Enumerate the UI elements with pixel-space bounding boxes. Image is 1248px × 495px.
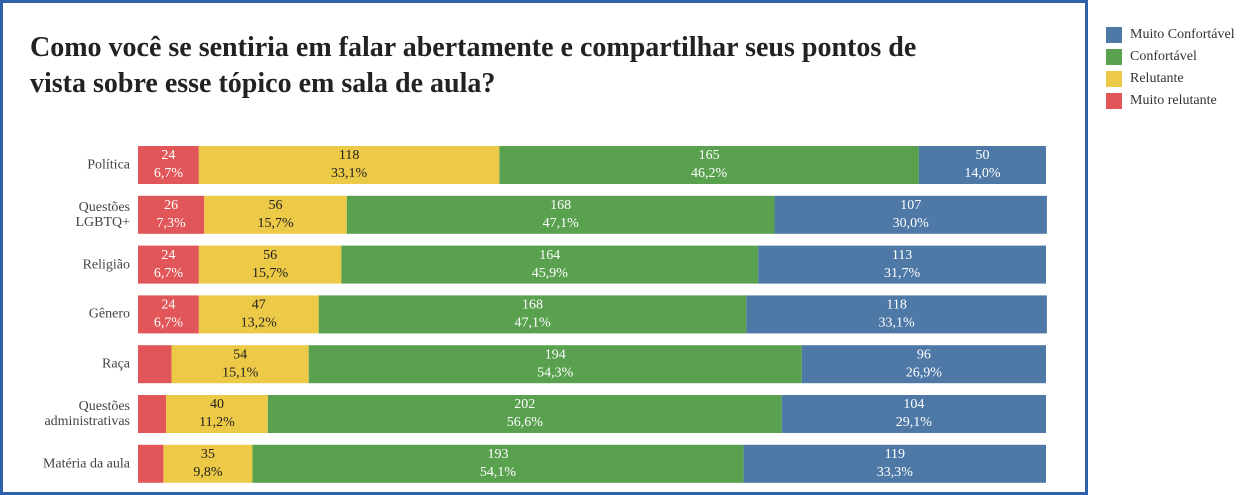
count-label: 56	[263, 248, 277, 263]
value-label: 6,7%	[154, 316, 184, 331]
count-label: 50	[975, 148, 989, 163]
count-label: 26	[164, 198, 178, 213]
bar-segment	[781, 395, 1046, 433]
bar-segment	[746, 295, 1047, 334]
value-label: 15,7%	[257, 216, 294, 231]
value-label: 33,1%	[331, 166, 368, 181]
y-tick-label: Raça	[102, 356, 130, 372]
count-label: 194	[545, 347, 566, 362]
bar-segment	[138, 295, 199, 334]
count-label: 165	[699, 148, 720, 163]
bar-segment	[138, 345, 172, 384]
value-label: 31,7%	[884, 266, 921, 281]
value-label: 15,1%	[222, 365, 259, 380]
count-label: 118	[339, 148, 359, 163]
chart-title: Como você se sentiria em falar abertamen…	[30, 32, 917, 99]
y-tick-label: Política	[87, 157, 130, 173]
legend-swatch	[1106, 71, 1122, 87]
value-label: 11,2%	[199, 415, 235, 430]
count-label: 168	[522, 298, 543, 313]
count-label: 24	[161, 248, 175, 263]
value-label: 6,7%	[154, 266, 184, 281]
value-label: 47,1%	[514, 316, 551, 331]
bar-segment	[204, 195, 347, 234]
y-tick-label: Questões administrativas	[44, 399, 130, 429]
count-label: 118	[886, 298, 906, 313]
bar-segment	[341, 245, 759, 284]
y-tick-label: Matéria da aula	[42, 456, 130, 472]
legend-label: Relutante	[1130, 71, 1184, 86]
count-label: 96	[917, 347, 931, 362]
value-label: 15,7%	[252, 266, 289, 281]
count-label: 107	[900, 198, 921, 213]
legend-swatch	[1106, 49, 1122, 65]
bar-segment	[166, 395, 268, 433]
bar-segment	[198, 245, 342, 284]
y-tick-label: Gênero	[88, 306, 130, 322]
bar-segment	[138, 444, 164, 483]
y-tick-label: Religião	[82, 257, 130, 273]
bar-segment	[138, 245, 199, 284]
bar-segment	[743, 444, 1046, 483]
bar-segment	[198, 146, 500, 184]
count-label: 113	[892, 248, 912, 263]
bar-segment	[198, 295, 319, 334]
value-label: 54,1%	[480, 465, 517, 480]
count-label: 202	[514, 397, 535, 412]
count-label: 54	[233, 347, 247, 362]
bar-segment	[918, 146, 1046, 184]
value-label: 54,3%	[537, 365, 574, 380]
legend-label: Muito Confortável	[1130, 27, 1235, 42]
count-label: 168	[550, 198, 571, 213]
bar-segment	[774, 195, 1047, 234]
bar-segment	[267, 395, 782, 433]
count-label: 47	[252, 298, 266, 313]
value-label: 30,0%	[893, 216, 930, 231]
legend-swatch	[1106, 27, 1122, 43]
value-label: 33,1%	[879, 316, 916, 331]
bar-segment	[499, 146, 919, 184]
count-label: 40	[210, 397, 224, 412]
bar-segment	[346, 195, 775, 234]
bar-segment	[308, 345, 802, 384]
count-label: 119	[885, 447, 905, 462]
count-label: 56	[269, 198, 283, 213]
bar-segment	[318, 295, 747, 334]
count-label: 164	[539, 248, 560, 263]
count-label: 24	[161, 298, 175, 313]
count-label: 35	[201, 447, 215, 462]
value-label: 9,8%	[193, 465, 223, 480]
value-label: 6,7%	[154, 166, 184, 181]
legend-label: Confortável	[1130, 49, 1197, 64]
bar-segment	[138, 195, 205, 234]
bar-segment	[138, 146, 199, 184]
value-label: 33,3%	[877, 465, 914, 480]
legend-label: Muito relutante	[1130, 93, 1217, 108]
value-label: 56,6%	[507, 415, 544, 430]
bar-segment	[171, 345, 309, 384]
bar-segment	[138, 395, 167, 433]
count-label: 193	[488, 447, 509, 462]
bar-segment	[163, 444, 253, 483]
value-label: 13,2%	[241, 316, 278, 331]
value-label: 45,9%	[532, 266, 569, 281]
value-label: 7,3%	[157, 216, 187, 231]
count-label: 104	[903, 397, 924, 412]
bar-segment	[252, 444, 744, 483]
y-tick-label: Questões LGBTQ+	[75, 199, 130, 230]
value-label: 46,2%	[691, 166, 728, 181]
value-label: 47,1%	[543, 216, 580, 231]
value-label: 14,0%	[964, 166, 1001, 181]
value-label: 29,1%	[896, 415, 933, 430]
bar-segment	[758, 245, 1046, 284]
count-label: 24	[161, 148, 175, 163]
value-label: 26,9%	[906, 365, 943, 380]
legend-swatch	[1106, 93, 1122, 109]
bar-segment	[801, 345, 1046, 384]
